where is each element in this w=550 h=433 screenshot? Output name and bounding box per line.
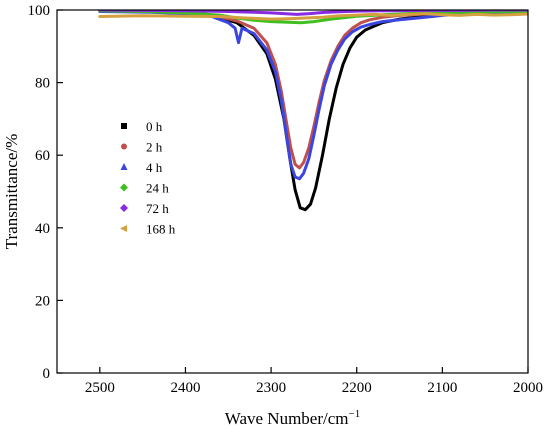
legend-marker (120, 183, 128, 192)
legend-label: 168 h (146, 222, 176, 237)
x-axis-title-text: Wave Number/cm (225, 409, 349, 428)
y-tick-label: 60 (35, 148, 50, 164)
x-axis-title: Wave Number/cm−1 (225, 408, 360, 428)
legend-item: 168 h (120, 222, 176, 237)
legend-item: 4 h (120, 160, 163, 175)
series-line-4h (98, 10, 528, 181)
legend-label: 4 h (146, 160, 163, 175)
x-tick-label: 2200 (342, 380, 372, 396)
x-tick-label: 2000 (513, 380, 543, 396)
x-axis-title-superscript: −1 (349, 408, 361, 420)
legend: 0 h 2 h 4 h 24 h 72 h 168 h (120, 119, 176, 237)
series-line-24h (98, 10, 528, 25)
legend-item: 24 h (120, 181, 169, 196)
series-line-168h (98, 12, 528, 21)
legend-item: 72 h (120, 201, 169, 216)
y-tick-label: 100 (28, 3, 51, 19)
y-axis-title: Transmittance/% (2, 134, 21, 250)
legend-marker (120, 163, 128, 170)
y-tick-label: 80 (35, 76, 50, 92)
series-line-2h (98, 10, 528, 170)
legend-item: 0 h (121, 119, 163, 134)
legend-label: 72 h (146, 201, 169, 216)
legend-marker (120, 225, 127, 232)
x-tick-label: 2100 (427, 380, 457, 396)
legend-label: 2 h (146, 140, 163, 155)
legend-label: 0 h (146, 119, 163, 134)
legend-item: 2 h (121, 140, 163, 155)
y-tick-label: 0 (43, 366, 51, 382)
series-layer (98, 10, 528, 212)
legend-marker (120, 204, 128, 212)
y-tick-label: 40 (35, 221, 50, 237)
legend-label: 24 h (146, 181, 169, 196)
legend-marker (121, 143, 127, 150)
axis-ticks: 2500 2400 2300 2200 2100 2000 0 20 40 60 80 100 (28, 3, 544, 396)
x-tick-label: 2300 (256, 380, 286, 396)
x-tick-label: 2400 (170, 380, 200, 396)
y-tick-label: 20 (35, 293, 50, 309)
x-tick-label: 2500 (85, 380, 115, 396)
legend-marker (121, 123, 127, 129)
plot-frame (56, 9, 529, 374)
